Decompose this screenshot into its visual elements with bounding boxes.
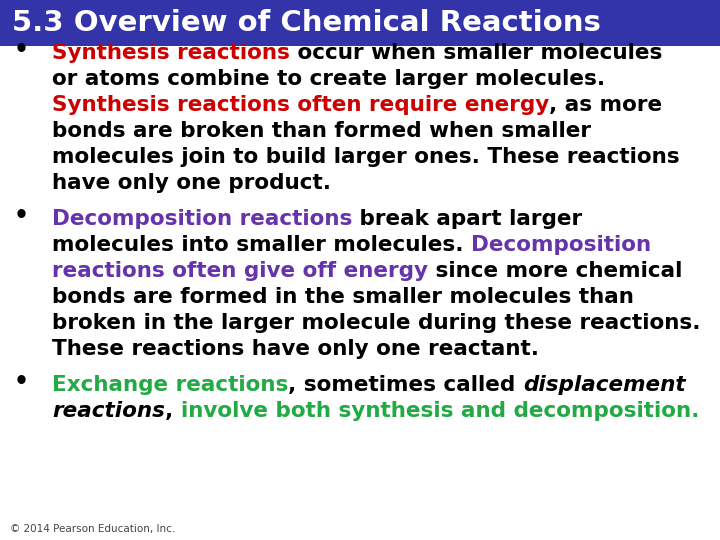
Text: Synthesis reactions: Synthesis reactions bbox=[52, 43, 290, 63]
Text: These reactions have only one reactant.: These reactions have only one reactant. bbox=[52, 339, 539, 359]
Text: , sometimes called: , sometimes called bbox=[289, 375, 523, 395]
Text: broken in the larger molecule during these reactions.: broken in the larger molecule during the… bbox=[52, 313, 701, 333]
Text: bonds are broken than formed when smaller: bonds are broken than formed when smalle… bbox=[52, 121, 591, 141]
Text: molecules into smaller molecules.: molecules into smaller molecules. bbox=[52, 235, 471, 255]
Text: Decomposition: Decomposition bbox=[471, 235, 651, 255]
Text: displacement: displacement bbox=[523, 375, 685, 395]
Text: , as more: , as more bbox=[549, 95, 662, 115]
Text: since more chemical: since more chemical bbox=[428, 261, 683, 281]
Text: break apart larger: break apart larger bbox=[352, 209, 582, 229]
Text: bonds are formed in the smaller molecules than: bonds are formed in the smaller molecule… bbox=[52, 287, 634, 307]
Text: Decomposition reactions: Decomposition reactions bbox=[52, 209, 352, 229]
Text: Exchange reactions: Exchange reactions bbox=[52, 375, 289, 395]
Text: reactions: reactions bbox=[52, 401, 165, 421]
Text: •: • bbox=[14, 38, 29, 62]
Text: occur when smaller molecules: occur when smaller molecules bbox=[290, 43, 662, 63]
Text: © 2014 Pearson Education, Inc.: © 2014 Pearson Education, Inc. bbox=[10, 524, 175, 534]
Text: 5.3 Overview of Chemical Reactions: 5.3 Overview of Chemical Reactions bbox=[12, 9, 601, 37]
Text: molecules join to build larger ones. These reactions: molecules join to build larger ones. The… bbox=[52, 147, 680, 167]
Text: Synthesis reactions often require energy: Synthesis reactions often require energy bbox=[52, 95, 549, 115]
Text: •: • bbox=[14, 370, 29, 394]
Text: reactions often give off energy: reactions often give off energy bbox=[52, 261, 428, 281]
Text: or atoms combine to create larger molecules.: or atoms combine to create larger molecu… bbox=[52, 69, 605, 89]
Text: ,: , bbox=[165, 401, 181, 421]
Text: •: • bbox=[14, 204, 29, 228]
FancyBboxPatch shape bbox=[0, 0, 720, 46]
Text: involve both synthesis and decomposition.: involve both synthesis and decomposition… bbox=[181, 401, 699, 421]
Text: have only one product.: have only one product. bbox=[52, 173, 331, 193]
